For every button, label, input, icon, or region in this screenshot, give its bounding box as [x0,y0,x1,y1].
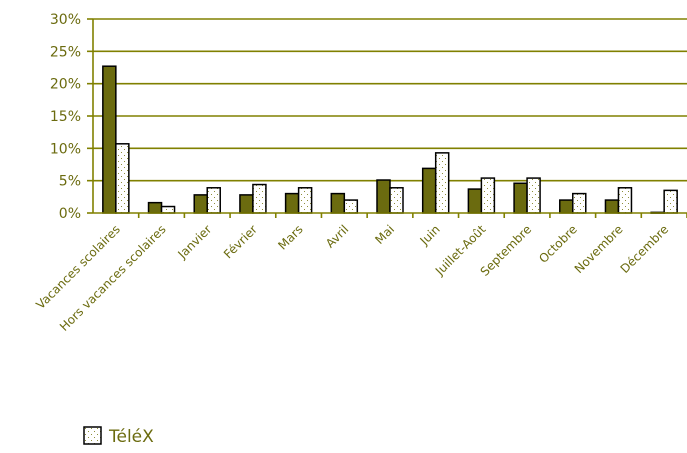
x-category-label: Mai [372,222,397,247]
bar-series-1 [513,182,528,214]
axes [87,18,687,218]
x-category-label: Avril [323,222,351,250]
x-category-label: Mars [275,222,305,252]
bar-series-telex [434,152,450,214]
bar-series-telex [526,177,541,214]
legend-label-telex: TéléX [108,427,154,447]
bar-series-telex [297,187,313,214]
gridlines [93,18,687,182]
bar-series-1 [559,199,574,214]
bar-series-telex [480,177,496,214]
bar-series-1 [467,188,483,214]
x-category-label: Décembre [618,222,672,276]
bar-series-1 [284,192,300,214]
y-tick-label: 25% [50,44,81,60]
bar-series-telex [663,189,678,214]
x-category-label: Octobre [536,222,580,266]
bar-series-telex [617,187,633,214]
x-category-label: Février [221,222,260,261]
x-category-label: Juin [417,222,443,248]
y-tick-label: 30% [50,12,81,28]
bar-series-1 [330,192,346,214]
bar-series-1 [421,167,437,214]
x-category-label: Vacances scolaires [33,222,123,312]
y-axis-tick-labels: 0% 5% 10% 15% 20% 25% 30% [50,12,81,222]
bar-series-1 [147,201,163,214]
bar-series-telex [206,187,221,214]
bar-series-telex [252,183,267,214]
y-tick-label: 5% [59,174,81,190]
bar-series-1 [376,179,391,214]
bar-series-telex [343,199,359,214]
bar-series-telex [572,192,587,214]
y-tick-label: 10% [50,141,81,157]
y-tick-label: 20% [50,77,81,93]
bar-series-1 [604,199,620,214]
x-category-label: Janvier [175,222,215,262]
y-tick-label: 0% [59,206,81,222]
legend-swatch-telex [83,426,102,445]
y-tick-label: 15% [50,109,81,125]
bar-series-1 [239,194,254,214]
bar-series-1 [102,65,117,214]
bar-series-telex [389,187,404,214]
bar-series-telex [160,205,176,214]
bar-series-1 [193,194,208,214]
bar-series-telex [115,143,130,214]
legend: TéléX [83,426,154,447]
bars-group [102,65,678,214]
x-category-label: Novembre [572,222,626,276]
